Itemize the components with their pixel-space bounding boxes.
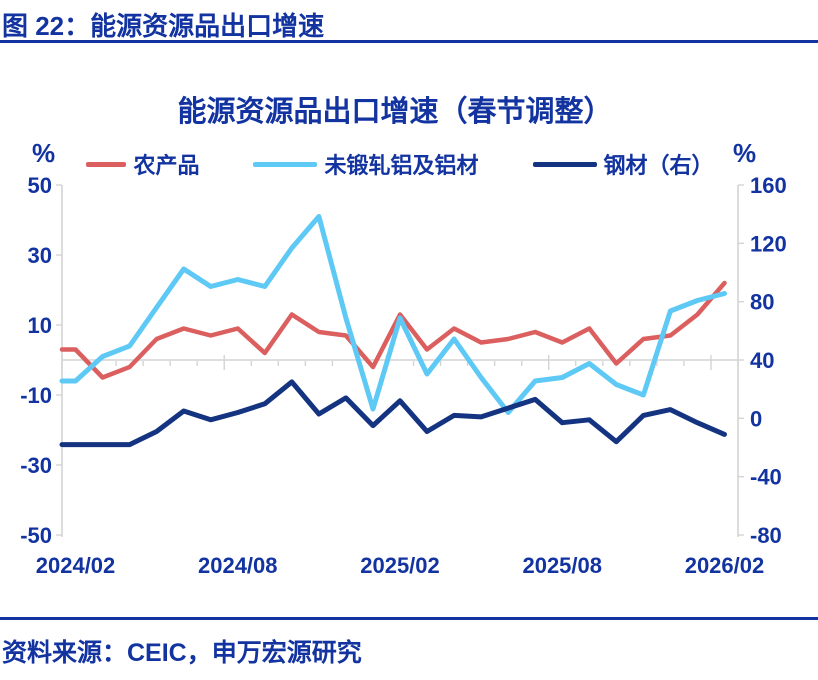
legend-line-sample-0 (86, 161, 127, 167)
right-axis-tick-label: 160 (750, 173, 787, 198)
chart-title: 能源资源品出口增速（春节调整） (177, 96, 613, 128)
x-axis-label: 2026/02 (685, 553, 765, 578)
left-axis-tick-label: 30 (28, 243, 52, 268)
left-axis-tick-label: -50 (20, 523, 52, 548)
legend-item-1: 未锻轧铝及铝材 (253, 148, 479, 180)
left-axis-tick-label: -30 (20, 453, 52, 478)
left-axis-tick-label: 50 (28, 173, 52, 198)
left-axis-unit: % (32, 138, 56, 168)
source-note: 资料来源：CEIC，申万宏源研究 (2, 639, 362, 667)
legend-line-sample-2 (532, 161, 597, 167)
left-axis-tick-label: -10 (20, 383, 52, 408)
figure-caption: 图 22：能源资源品出口增速 (2, 11, 325, 41)
caption-underline (0, 40, 818, 43)
x-axis-label: 2025/08 (522, 553, 602, 578)
legend-line-sample-1 (253, 161, 318, 167)
right-axis-tick-label: 120 (750, 231, 787, 256)
right-axis-unit: % (733, 138, 757, 168)
series-line-1 (59, 214, 727, 415)
series-line-0 (59, 280, 727, 380)
x-axis-label: 2024/08 (198, 553, 278, 578)
legend-label-1: 未锻轧铝及铝材 (324, 153, 479, 178)
plot-area: 50 30 10 -10 -30 -50 160 120 80 40 0 -40 -80 2024/02 2… (20, 173, 787, 578)
right-axis-tick-label: 80 (750, 290, 774, 315)
right-axis-tick-label: -80 (750, 523, 782, 548)
chart-legend: 农产品 未锻轧铝及铝材 钢材（右） (40, 148, 760, 180)
legend-item-0: 农产品 (86, 148, 199, 180)
x-axis-label: 2025/02 (360, 553, 440, 578)
right-axis-tick-label: 40 (750, 348, 774, 373)
left-axis-tick-label: 10 (28, 313, 52, 338)
series-line-2 (59, 379, 727, 448)
legend-label-2: 钢材（右） (603, 153, 714, 178)
legend-item-2: 钢材（右） (532, 148, 714, 180)
footer-rule (0, 617, 818, 620)
x-axis-label: 2024/02 (36, 553, 116, 578)
right-axis-tick-label: -40 (750, 465, 782, 490)
legend-label-0: 农产品 (133, 153, 200, 178)
right-axis-tick-label: 0 (750, 406, 762, 431)
